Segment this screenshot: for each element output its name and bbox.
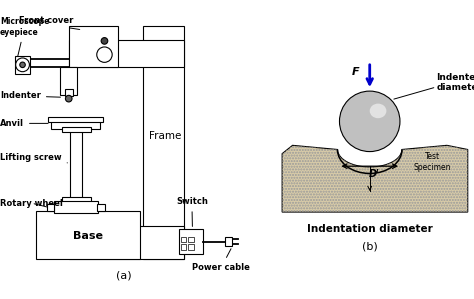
Bar [36, 211, 140, 260]
Text: F: F [351, 67, 359, 77]
Bar [188, 244, 194, 250]
Text: Base: Base [73, 231, 103, 241]
Text: Dᴵ: Dᴵ [369, 169, 379, 179]
Circle shape [65, 95, 72, 102]
Circle shape [101, 38, 108, 44]
Text: Anvil: Anvil [0, 119, 48, 128]
Polygon shape [282, 145, 468, 212]
Text: Indenter
diameter: Indenter diameter [437, 73, 474, 92]
Bar [62, 197, 91, 202]
Bar [61, 67, 77, 94]
Bar [48, 117, 103, 122]
Bar [47, 204, 55, 210]
Circle shape [339, 91, 400, 152]
Bar [188, 237, 194, 242]
Bar [181, 237, 186, 242]
Text: Indenter: Indenter [0, 91, 61, 100]
Bar [62, 127, 91, 132]
Circle shape [20, 62, 25, 68]
Bar [69, 39, 184, 67]
Circle shape [97, 47, 112, 62]
Bar [179, 229, 203, 254]
Text: Indentation diameter: Indentation diameter [307, 224, 433, 234]
Bar [15, 56, 30, 74]
Bar [54, 201, 98, 213]
Ellipse shape [370, 104, 386, 118]
Text: Frame: Frame [149, 131, 181, 141]
Text: Test
Specimen: Test Specimen [413, 152, 451, 172]
Text: D: D [364, 109, 372, 119]
Text: Switch: Switch [176, 197, 208, 226]
Text: (a): (a) [116, 270, 131, 280]
Text: (b): (b) [362, 242, 378, 252]
Bar [51, 120, 100, 129]
Bar [97, 204, 105, 210]
Bar [69, 226, 184, 260]
Circle shape [16, 58, 29, 72]
Bar [143, 26, 184, 260]
Text: Power cable: Power cable [192, 249, 250, 272]
Text: Front cover: Front cover [19, 16, 80, 30]
Bar [181, 244, 186, 250]
Bar [226, 237, 232, 246]
Bar [69, 26, 118, 67]
Text: Microscope
eyepiece: Microscope eyepiece [0, 17, 49, 59]
Bar [70, 129, 82, 199]
Bar [64, 89, 73, 96]
Text: Lifting screw: Lifting screw [0, 153, 67, 163]
Text: Rotary wheel: Rotary wheel [0, 199, 63, 208]
